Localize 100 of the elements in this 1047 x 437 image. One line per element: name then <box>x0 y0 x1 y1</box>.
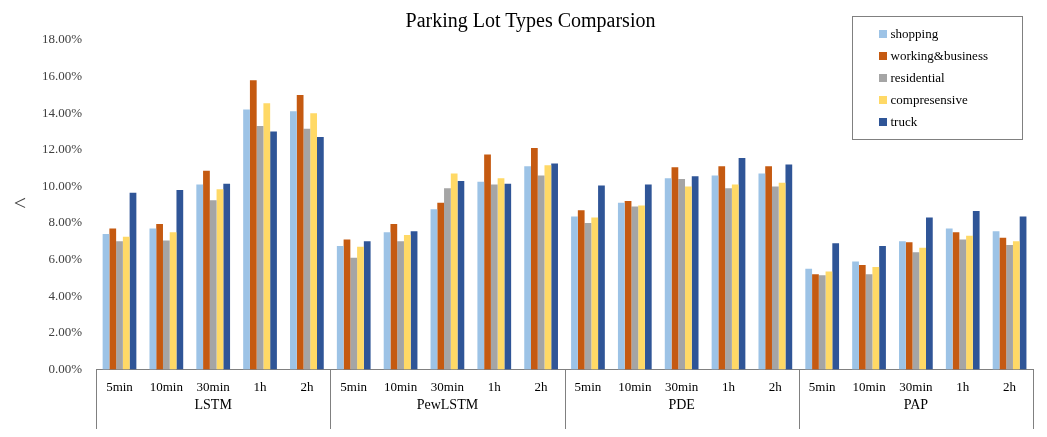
bar <box>899 241 906 370</box>
bar <box>691 176 699 370</box>
y-tick-label: 4.00% <box>48 287 83 303</box>
y-tick-label: 6.00% <box>48 251 83 267</box>
bar <box>1006 244 1013 370</box>
bar <box>109 228 117 370</box>
bar <box>162 240 170 370</box>
y-tick-label: 12.00% <box>41 141 83 157</box>
bar <box>571 216 578 370</box>
x-tick-label: 10min <box>149 378 184 394</box>
y-tick-label: 2.00% <box>48 324 83 340</box>
x-tick-label: 10min <box>618 378 652 394</box>
x-tick-label: 30min <box>430 378 465 394</box>
x-tick-label: 2h <box>768 378 783 394</box>
legend-label: working&business <box>890 48 988 64</box>
bar <box>196 184 204 370</box>
bar <box>638 205 645 370</box>
bar <box>999 237 1007 370</box>
bar <box>905 242 913 370</box>
bar <box>122 236 130 370</box>
bar <box>919 247 926 370</box>
chart-title: Parking Lot Types Comparsion <box>405 9 656 33</box>
bar <box>176 190 184 370</box>
bar <box>945 228 953 370</box>
bar <box>959 239 967 370</box>
bar <box>785 164 793 370</box>
bar <box>664 178 672 370</box>
bar <box>544 165 552 370</box>
legend-label: shopping <box>890 26 939 42</box>
bar <box>966 235 973 370</box>
bar <box>490 184 498 370</box>
bar <box>524 166 531 370</box>
bar <box>812 274 819 370</box>
bar <box>926 217 933 370</box>
x-tick-label: 30min <box>196 378 231 394</box>
y-tick-label: 10.00% <box>41 177 83 193</box>
bar <box>852 261 859 370</box>
y-tick-label: 18.00% <box>41 31 83 47</box>
bar <box>363 241 371 370</box>
x-tick-label: 5min <box>340 378 368 394</box>
text: PAP <box>903 397 929 413</box>
x-tick-label: 1h <box>722 378 736 394</box>
bar <box>296 94 304 370</box>
bar <box>357 246 364 370</box>
bar <box>350 257 358 370</box>
bar <box>771 186 779 370</box>
bar <box>317 136 324 370</box>
x-tick-label: 1h <box>956 378 970 394</box>
bar <box>477 181 485 370</box>
bar <box>149 228 157 370</box>
bar <box>617 202 625 370</box>
bar <box>551 163 558 370</box>
bar <box>591 217 599 370</box>
y-tick-label: 16.00% <box>41 68 83 84</box>
bar <box>805 268 813 370</box>
text: LSTM <box>194 397 233 413</box>
bar <box>631 206 639 370</box>
x-tick-label: 30min <box>899 378 933 394</box>
bar <box>758 173 766 370</box>
x-tick-label: 5min <box>106 378 134 394</box>
y-tick-label: 8.00% <box>48 214 83 230</box>
x-tick-label: 2h <box>300 378 314 394</box>
x-tick-label: 1h <box>487 378 502 394</box>
bar <box>437 202 445 370</box>
bar <box>531 147 538 370</box>
text: PDE <box>668 397 695 413</box>
bar <box>249 80 257 370</box>
legend-label: compresensive <box>890 92 968 108</box>
bar <box>685 186 692 370</box>
bar <box>858 265 866 370</box>
x-tick-label: 1h <box>253 378 268 394</box>
bar <box>397 241 404 370</box>
bar <box>444 188 451 370</box>
text: PewLSTM <box>416 397 479 413</box>
bar <box>310 113 318 370</box>
x-tick-label: 30min <box>665 378 699 394</box>
bar <box>1012 241 1020 370</box>
bar <box>390 223 398 370</box>
bar <box>818 275 826 370</box>
y-tick-label: 0.00% <box>48 360 83 376</box>
legend-label: truck <box>890 114 918 130</box>
bar <box>484 154 491 370</box>
x-tick-label: 5min <box>808 378 837 394</box>
bar <box>872 266 880 370</box>
x-tick-label: 2h <box>1003 378 1017 394</box>
bar <box>223 183 231 370</box>
y-axis-title: < <box>13 190 27 216</box>
bar <box>270 131 277 370</box>
bar <box>403 234 411 370</box>
bar <box>336 245 344 370</box>
bar <box>290 111 297 370</box>
bar <box>243 109 250 370</box>
bar <box>156 223 163 370</box>
bar <box>678 179 686 370</box>
x-tick-label: 5min <box>574 378 602 394</box>
bar <box>718 166 726 370</box>
bar <box>832 243 840 370</box>
bar <box>203 170 210 370</box>
x-tick-label: 2h <box>534 378 549 394</box>
x-tick-label: 10min <box>383 378 418 394</box>
